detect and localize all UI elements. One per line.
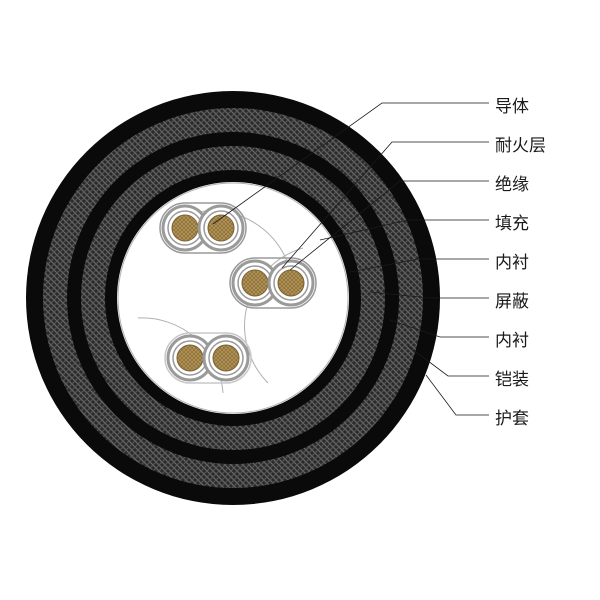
leader-sheath bbox=[426, 375, 489, 415]
conductor-2-1 bbox=[204, 336, 248, 380]
label-filler: 填充 bbox=[495, 209, 529, 234]
label-conductor: 导体 bbox=[495, 92, 529, 117]
label-liner-2: 内衬 bbox=[495, 326, 529, 351]
label-fire-layer: 耐火层 bbox=[495, 131, 546, 156]
label-insulation: 绝缘 bbox=[495, 170, 529, 195]
label-armor: 铠装 bbox=[495, 365, 529, 390]
conductor-0-1 bbox=[199, 206, 243, 250]
label-sheath: 护套 bbox=[495, 404, 529, 429]
label-shield: 屏蔽 bbox=[495, 287, 529, 312]
label-liner-1: 内衬 bbox=[495, 248, 529, 273]
conductor-1-1 bbox=[269, 261, 313, 305]
